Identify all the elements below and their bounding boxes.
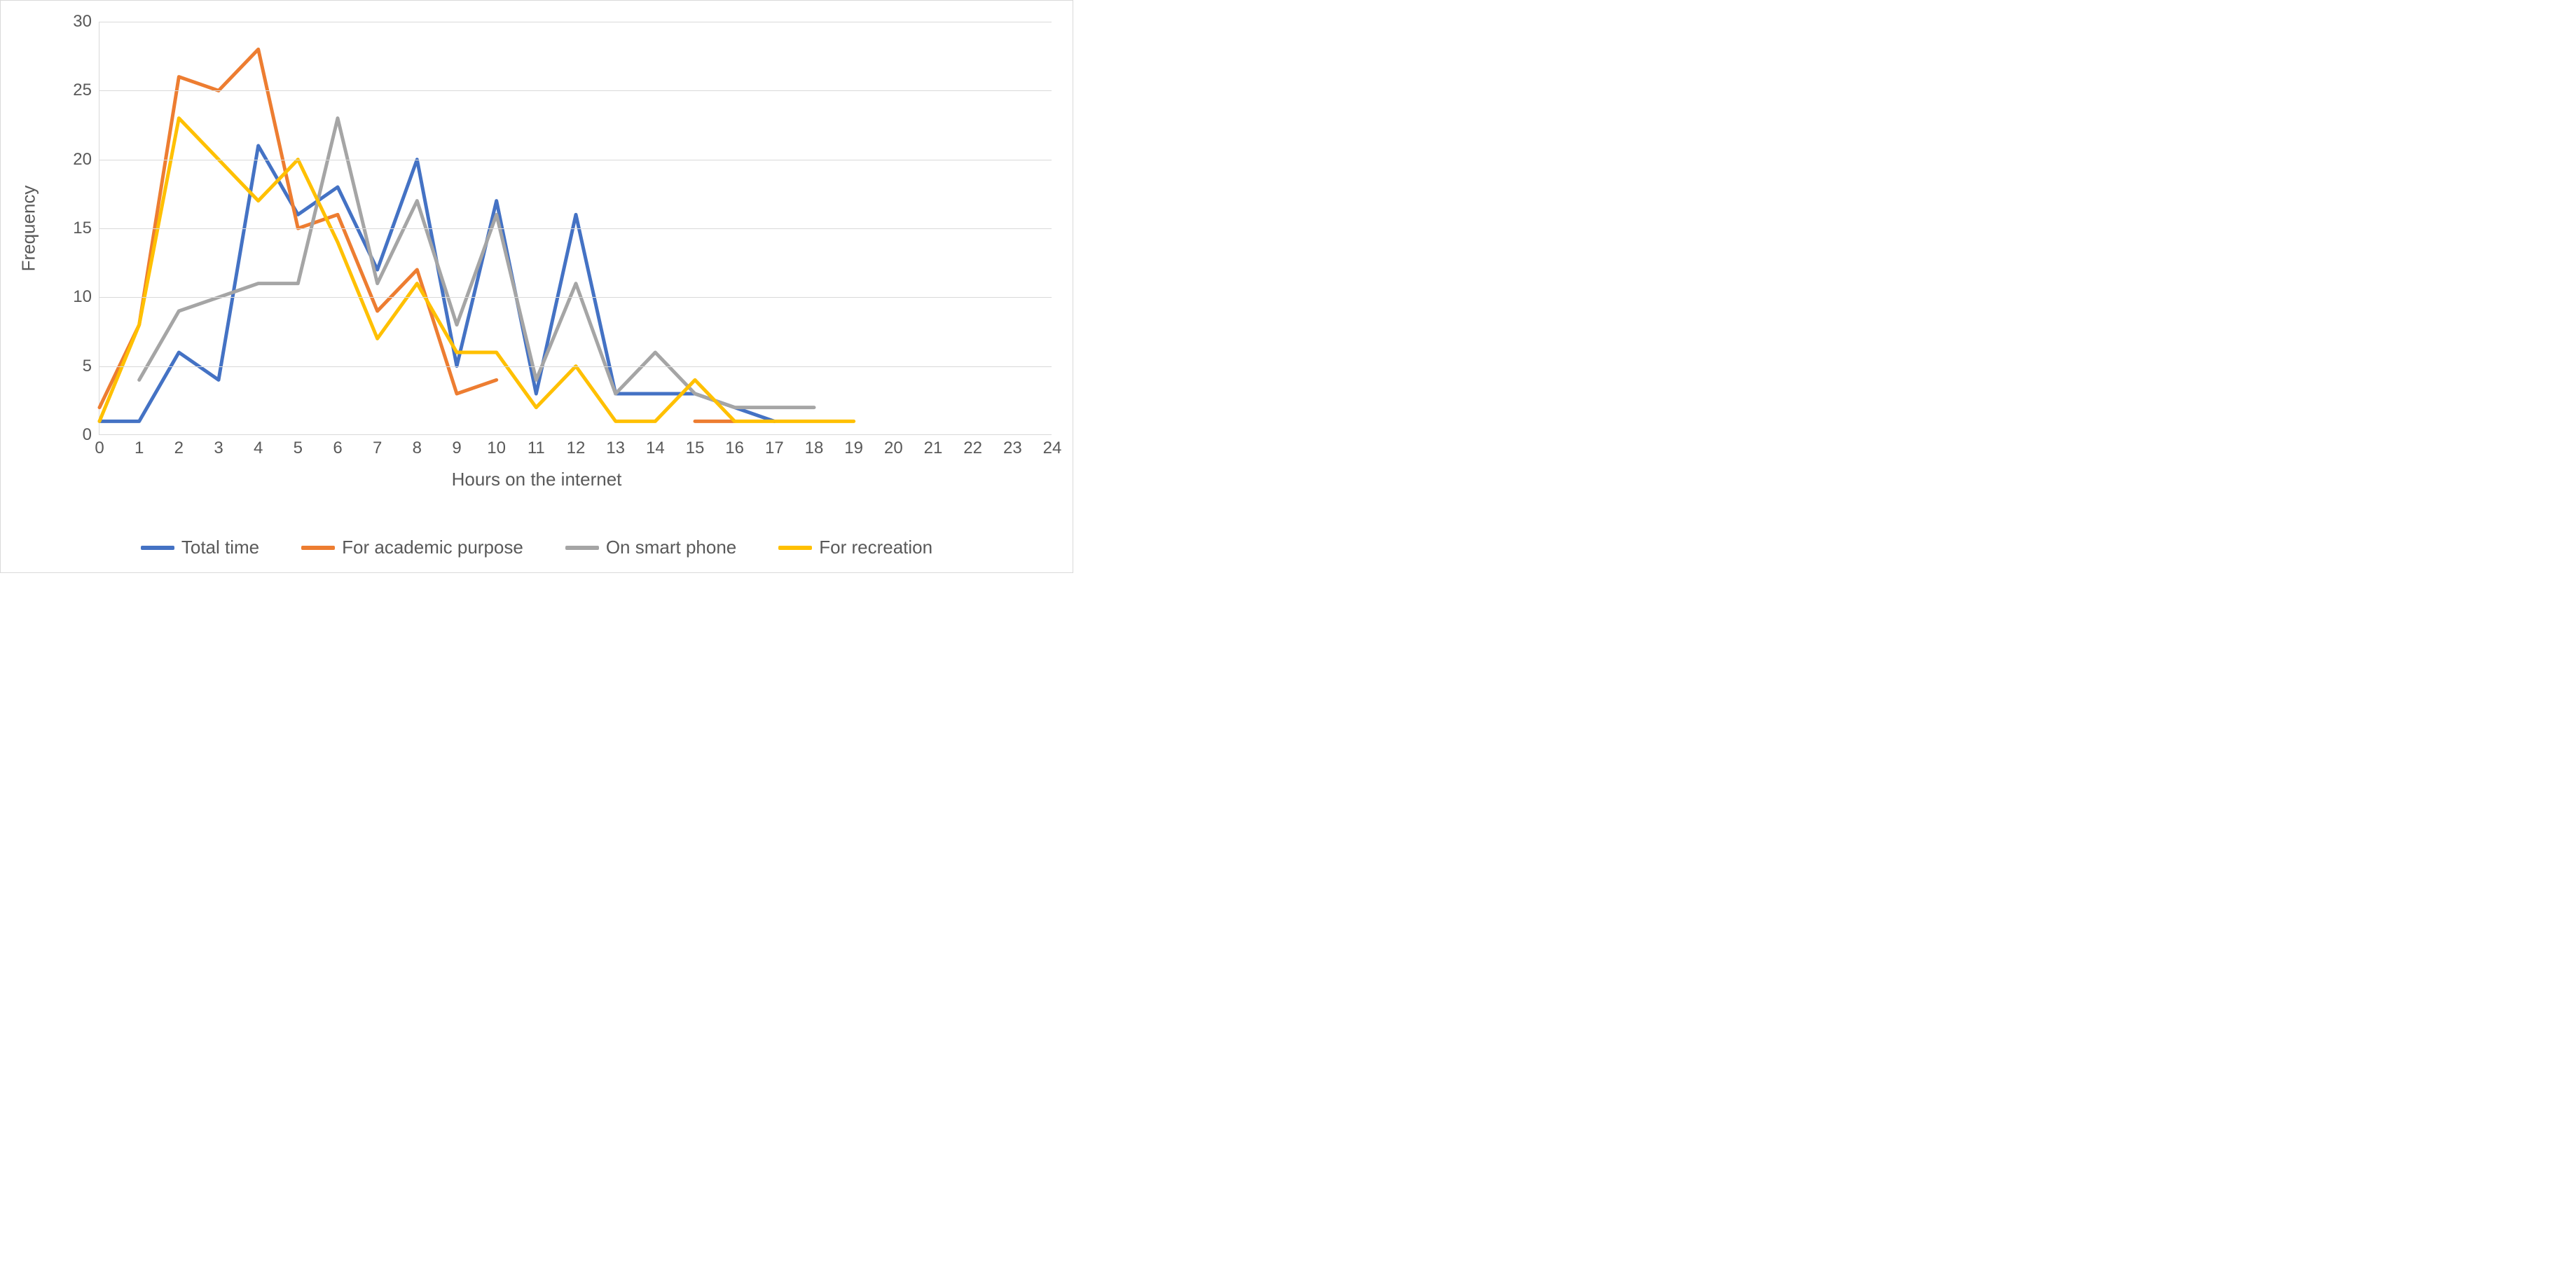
y-tick-label: 30 xyxy=(73,12,92,32)
x-tick-label: 12 xyxy=(567,439,586,458)
y-tick-label: 25 xyxy=(73,81,92,100)
x-tick-label: 6 xyxy=(333,439,342,458)
x-tick-label: 22 xyxy=(963,439,982,458)
x-tick-label: 13 xyxy=(606,439,625,458)
x-tick-label: 9 xyxy=(452,439,461,458)
series-line xyxy=(139,118,814,408)
x-tick-label: 5 xyxy=(294,439,303,458)
legend-swatch xyxy=(141,546,174,550)
legend-item: On smart phone xyxy=(565,537,736,558)
y-tick-label: 0 xyxy=(83,425,92,445)
legend-label: For academic purpose xyxy=(342,537,523,558)
legend-swatch xyxy=(565,546,599,550)
x-tick-label: 21 xyxy=(924,439,943,458)
y-tick-label: 20 xyxy=(73,150,92,170)
x-tick-label: 11 xyxy=(528,439,545,458)
legend-label: For recreation xyxy=(819,537,932,558)
x-tick-label: 2 xyxy=(174,439,184,458)
legend-item: For recreation xyxy=(778,537,932,558)
gridline xyxy=(99,297,1052,298)
legend-item: For academic purpose xyxy=(301,537,523,558)
y-tick-label: 15 xyxy=(73,219,92,238)
legend-swatch xyxy=(778,546,812,550)
gridline xyxy=(99,366,1052,367)
x-tick-label: 1 xyxy=(135,439,144,458)
legend-label: On smart phone xyxy=(606,537,736,558)
legend: Total time For academic purpose On smart p… xyxy=(43,537,1031,558)
x-tick-label: 8 xyxy=(413,439,422,458)
x-tick-label: 23 xyxy=(1003,439,1022,458)
x-tick-label: 10 xyxy=(487,439,506,458)
x-axis-title: Hours on the internet xyxy=(452,469,622,490)
x-tick-label: 7 xyxy=(373,439,382,458)
y-tick-label: 5 xyxy=(83,357,92,376)
series-line xyxy=(99,146,774,421)
x-tick-label: 4 xyxy=(254,439,263,458)
x-tick-label: 15 xyxy=(686,439,705,458)
x-tick-label: 14 xyxy=(646,439,665,458)
plot-area: 0510152025300123456789101112131415161718… xyxy=(99,22,1052,435)
x-tick-label: 0 xyxy=(95,439,104,458)
x-tick-label: 16 xyxy=(725,439,744,458)
y-tick-label: 10 xyxy=(73,287,92,307)
legend-swatch xyxy=(301,546,335,550)
gridline xyxy=(99,90,1052,91)
legend-item: Total time xyxy=(141,537,259,558)
x-tick-label: 18 xyxy=(805,439,824,458)
x-tick-label: 3 xyxy=(214,439,223,458)
x-tick-label: 20 xyxy=(884,439,903,458)
x-tick-label: 24 xyxy=(1043,439,1062,458)
line-chart: 0510152025300123456789101112131415161718… xyxy=(0,0,1073,573)
x-tick-label: 17 xyxy=(765,439,784,458)
x-tick-label: 19 xyxy=(844,439,863,458)
legend-label: Total time xyxy=(181,537,259,558)
y-axis-title: Frequency xyxy=(18,186,40,272)
gridline xyxy=(99,228,1052,229)
